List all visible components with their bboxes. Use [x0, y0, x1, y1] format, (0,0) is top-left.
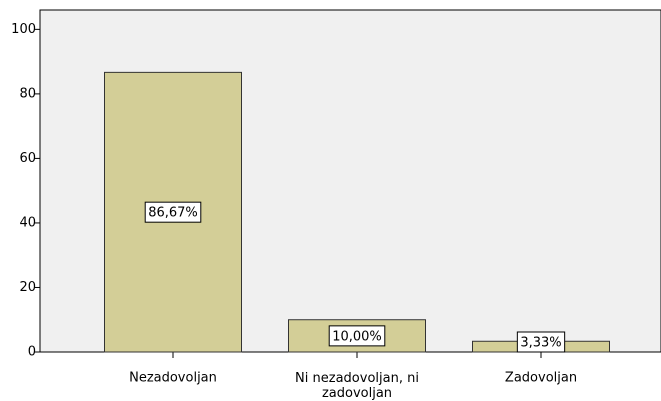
data-label-box [328, 325, 386, 347]
y-tick-label: 100 [11, 22, 36, 37]
x-tick-label: Zadovoljan [505, 371, 577, 386]
data-label: 86,67% [148, 206, 198, 221]
data-label-box [144, 201, 202, 223]
y-tick-label: 40 [19, 215, 36, 230]
data-label: 3,33% [520, 336, 561, 351]
data-label: 10,00% [332, 329, 382, 344]
y-tick-label: 60 [19, 151, 36, 166]
y-tick-label: 80 [19, 86, 36, 101]
y-tick-label: 20 [19, 280, 36, 295]
x-tick-label: Ni nezadovoljan, ni zadovoljan [295, 371, 419, 401]
y-tick-label: 0 [28, 345, 36, 360]
data-label-box [516, 331, 566, 353]
x-tick-label: Nezadovoljan [129, 371, 217, 386]
